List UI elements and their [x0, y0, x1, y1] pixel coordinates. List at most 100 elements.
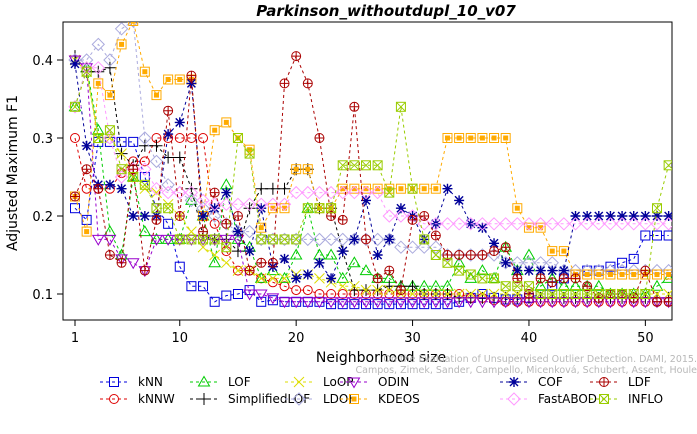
point-odin — [464, 297, 478, 309]
point-inflo — [209, 234, 220, 245]
point-ldof — [114, 22, 129, 36]
legend-label-cof: COF — [538, 375, 563, 389]
point-fastabod — [650, 217, 664, 231]
point-simplifiedlof — [231, 245, 244, 258]
point-kdeos — [605, 269, 616, 280]
point-simplifiedlof — [162, 151, 175, 164]
point-lof — [278, 271, 291, 283]
point-knn — [361, 299, 371, 310]
point-cof — [256, 203, 267, 214]
point-ldof — [103, 53, 117, 67]
legend-marker-knnw — [109, 394, 119, 404]
point-fastabod — [370, 185, 385, 200]
point-kdeos — [291, 164, 302, 175]
point-inflo — [337, 160, 348, 171]
point-knn — [663, 230, 672, 241]
legend-item-simplifiedlof: SimplifiedLOF — [190, 392, 310, 406]
point-loop — [151, 187, 162, 198]
point-knnw — [221, 246, 232, 257]
point-odin — [545, 297, 559, 309]
point-fastabod — [254, 197, 268, 212]
point-inflo — [384, 187, 395, 198]
point-kdeos — [372, 183, 383, 194]
point-fastabod — [533, 217, 548, 231]
point-odin — [126, 258, 140, 270]
point-lof — [208, 256, 222, 268]
point-fastabod — [312, 185, 327, 200]
point-lof — [452, 256, 466, 268]
point-odin — [301, 297, 315, 309]
point-lof — [557, 279, 571, 291]
legend-item-loop: LoOP — [285, 375, 354, 389]
point-inflo — [454, 265, 465, 276]
point-cof — [70, 58, 80, 69]
point-lof — [336, 271, 350, 283]
legend-label-ldof: LDOF — [323, 392, 355, 406]
point-fastabod — [79, 61, 94, 75]
point-kdeos — [500, 133, 511, 143]
point-cof — [570, 211, 581, 221]
point-fastabod — [173, 185, 187, 200]
point-lof — [662, 271, 672, 283]
point-cof — [116, 183, 127, 194]
point-knn — [116, 136, 127, 147]
point-inflo — [349, 160, 360, 171]
point-cof — [512, 265, 523, 276]
point-fastabod — [382, 209, 396, 223]
point-inflo — [500, 281, 511, 292]
point-lof — [347, 256, 361, 268]
point-inflo — [267, 234, 278, 245]
point-kdeos — [244, 144, 255, 155]
point-ldf — [337, 214, 348, 225]
point-kdeos — [442, 133, 453, 143]
point-simplifiedlof — [278, 182, 291, 195]
point-inflo — [442, 257, 453, 268]
point-knnw — [81, 183, 92, 194]
point-knnw — [279, 281, 290, 292]
legend-marker-cof — [509, 377, 519, 387]
point-lof — [359, 264, 373, 276]
point-simplifiedlof — [92, 65, 105, 78]
point-cof — [209, 203, 220, 214]
point-fastabod — [661, 217, 672, 231]
point-fastabod — [231, 197, 245, 212]
point-cof — [640, 211, 651, 221]
point-inflo — [116, 164, 127, 175]
legend-marker-odin — [347, 377, 361, 389]
point-lof — [324, 248, 338, 260]
point-cof — [652, 211, 662, 221]
point-kdeos — [104, 90, 115, 101]
x-tick-label: 20 — [288, 331, 305, 346]
point-ldf — [314, 133, 325, 143]
point-lof — [91, 123, 105, 135]
y-axis-label: Adjusted Maximum F1 — [5, 95, 21, 251]
point-ldof — [429, 240, 443, 254]
point-kdeos — [256, 222, 267, 233]
point-odin — [371, 297, 385, 309]
point-ldof — [498, 256, 513, 270]
point-loop — [314, 273, 325, 284]
chart-title: Parkinson_withoutdupl_10_v07 — [256, 2, 516, 20]
point-inflo — [593, 289, 604, 299]
point-kdeos — [628, 269, 639, 280]
point-fastabod — [638, 217, 653, 231]
point-cof — [302, 269, 313, 280]
point-kdeos — [163, 74, 174, 85]
legend-marker-ldf — [599, 377, 609, 387]
series-layer — [68, 22, 672, 310]
legend-item-knn: kNN — [100, 375, 163, 389]
point-ldf — [291, 51, 302, 62]
point-kdeos — [430, 183, 441, 194]
point-kdeos — [465, 133, 476, 143]
point-knn — [349, 299, 360, 310]
plot-area: 1 10 20 30 40 50 0.1 0.2 0.3 0.4 — [32, 21, 673, 346]
point-fastabod — [510, 217, 525, 231]
point-lof — [569, 279, 582, 291]
legend-marker-simplifiedlof — [198, 393, 210, 405]
point-knn — [186, 281, 197, 292]
point-kdeos — [139, 66, 150, 77]
legend-item-fastabod: FastABOD — [500, 392, 597, 406]
point-fastabod — [522, 217, 536, 231]
point-knn — [628, 253, 639, 264]
point-ldof — [382, 232, 396, 247]
